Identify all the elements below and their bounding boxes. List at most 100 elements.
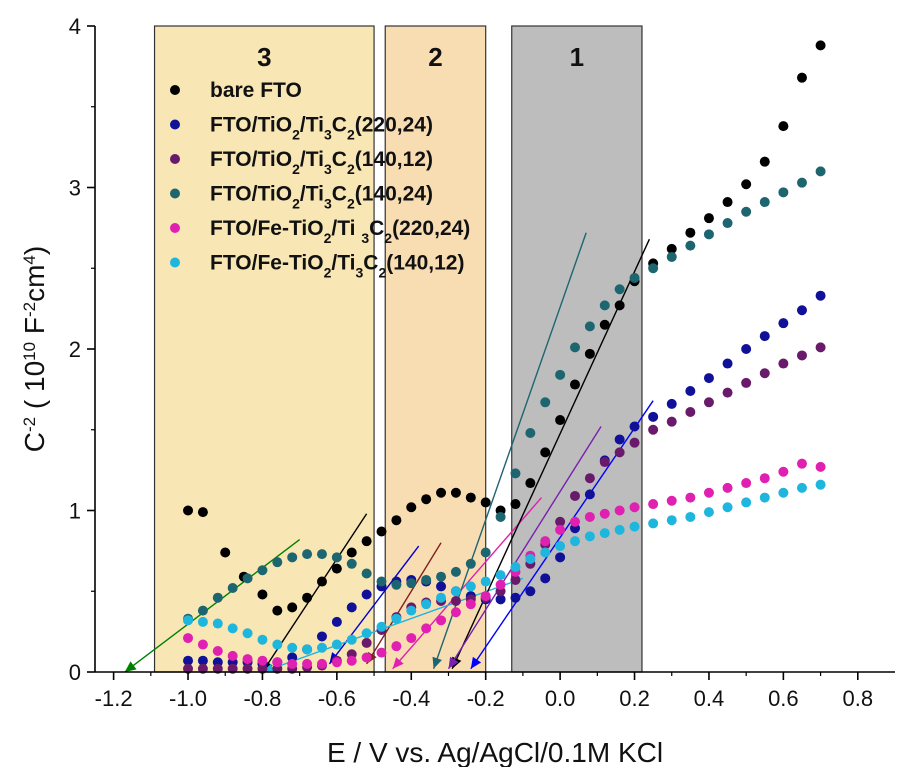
data-point [759, 331, 770, 342]
data-point [242, 573, 253, 584]
data-point [540, 447, 551, 458]
legend-text-part: 3 [324, 196, 332, 212]
data-point [778, 318, 789, 329]
legend-marker [170, 257, 180, 268]
y-title-part: cm [19, 265, 50, 302]
legend-text-part: 2 [292, 127, 300, 143]
data-point [227, 650, 238, 661]
data-point [685, 406, 696, 417]
data-point [570, 342, 580, 353]
legend-text-part: FTO/TiO [210, 183, 292, 206]
legend-text-part: /Ti [331, 252, 355, 275]
data-point [242, 628, 253, 639]
data-point [778, 187, 789, 198]
y-tick-label: 4 [69, 14, 81, 39]
data-point [436, 615, 447, 626]
data-point [406, 502, 417, 513]
data-point [614, 524, 625, 535]
data-point [540, 547, 551, 558]
series-0 [183, 40, 826, 616]
legend-text-part: /Ti [300, 114, 324, 137]
legend-text-part: (220,24) [355, 114, 433, 137]
data-point [759, 473, 770, 484]
data-point [346, 655, 357, 666]
legend-entry-3: FTO/TiO2/Ti3C2(140,24) [210, 183, 433, 212]
data-point [495, 594, 506, 605]
data-point [197, 655, 208, 666]
data-point [778, 121, 789, 132]
data-point [346, 547, 357, 558]
data-point [629, 502, 640, 513]
legend-text-part: C [332, 183, 347, 206]
data-point [421, 599, 432, 610]
data-point [287, 552, 298, 563]
legend-text-part: 2 [347, 161, 355, 177]
data-point [759, 492, 770, 503]
y-axis-title: C-2 ( 1010 F-2cm4) [19, 246, 50, 452]
series-4 [183, 458, 826, 669]
data-point [212, 618, 223, 629]
data-point [796, 458, 807, 469]
data-point [302, 549, 313, 560]
fit-arrow-8 [448, 656, 459, 669]
data-point [227, 623, 238, 634]
legend-text-part: (140,12) [355, 148, 433, 171]
y-tick-label: 0 [69, 660, 81, 685]
legend-marker [170, 223, 180, 233]
data-point [555, 552, 566, 563]
data-point [331, 552, 342, 563]
data-point [361, 589, 372, 600]
data-point [346, 558, 357, 569]
data-point [287, 658, 298, 669]
data-point [510, 592, 521, 603]
data-point [540, 573, 551, 584]
data-point [570, 516, 580, 527]
legend-text-part: 2 [378, 265, 386, 281]
data-point [183, 655, 194, 666]
legend-text-part: FTO/Fe-TiO [210, 217, 324, 240]
data-point [599, 457, 610, 468]
data-point [555, 541, 566, 552]
data-point [480, 576, 491, 587]
data-point [815, 342, 826, 353]
y-title-superscript: -2 [20, 417, 39, 432]
data-point [272, 657, 283, 668]
series-5 [183, 479, 826, 655]
data-point [685, 227, 696, 238]
data-point [450, 487, 461, 498]
data-point [599, 300, 610, 311]
y-title-part: F [19, 317, 50, 342]
data-point [759, 368, 770, 379]
fit-line-6 [432, 232, 587, 670]
series-3 [183, 166, 826, 624]
data-point [220, 547, 231, 558]
data-point [666, 243, 677, 254]
data-point [480, 547, 491, 558]
data-point [212, 592, 223, 603]
data-point [614, 505, 625, 516]
region-label-1: 1 [570, 42, 584, 72]
data-point [703, 397, 714, 408]
data-point [685, 240, 696, 251]
x-tick-label: -0.2 [467, 686, 505, 711]
legend: bare FTOFTO/TiO2/Ti3C2(220,24)FTO/TiO2/T… [170, 79, 470, 281]
data-point [666, 515, 677, 526]
data-point [570, 536, 580, 547]
data-point [421, 574, 432, 585]
fit-arrow-4 [392, 657, 404, 669]
data-point [212, 646, 223, 657]
fit-line-8 [447, 426, 602, 670]
data-point [629, 437, 640, 448]
data-point [316, 576, 327, 587]
data-point [376, 647, 387, 658]
x-axis-title: E / V vs. Ag/AgCl/0.1M KCl [327, 737, 663, 767]
data-point [242, 654, 253, 665]
legend-entry-5: FTO/Fe-TiO2/Ti3C2(140,12) [210, 252, 464, 281]
data-point [599, 528, 610, 539]
legend-text-part: 2 [347, 196, 355, 212]
data-point [421, 494, 432, 505]
data-point [584, 473, 595, 484]
legend-text-part: 2 [292, 196, 300, 212]
region-label-2: 2 [428, 42, 442, 72]
data-point [302, 644, 313, 655]
